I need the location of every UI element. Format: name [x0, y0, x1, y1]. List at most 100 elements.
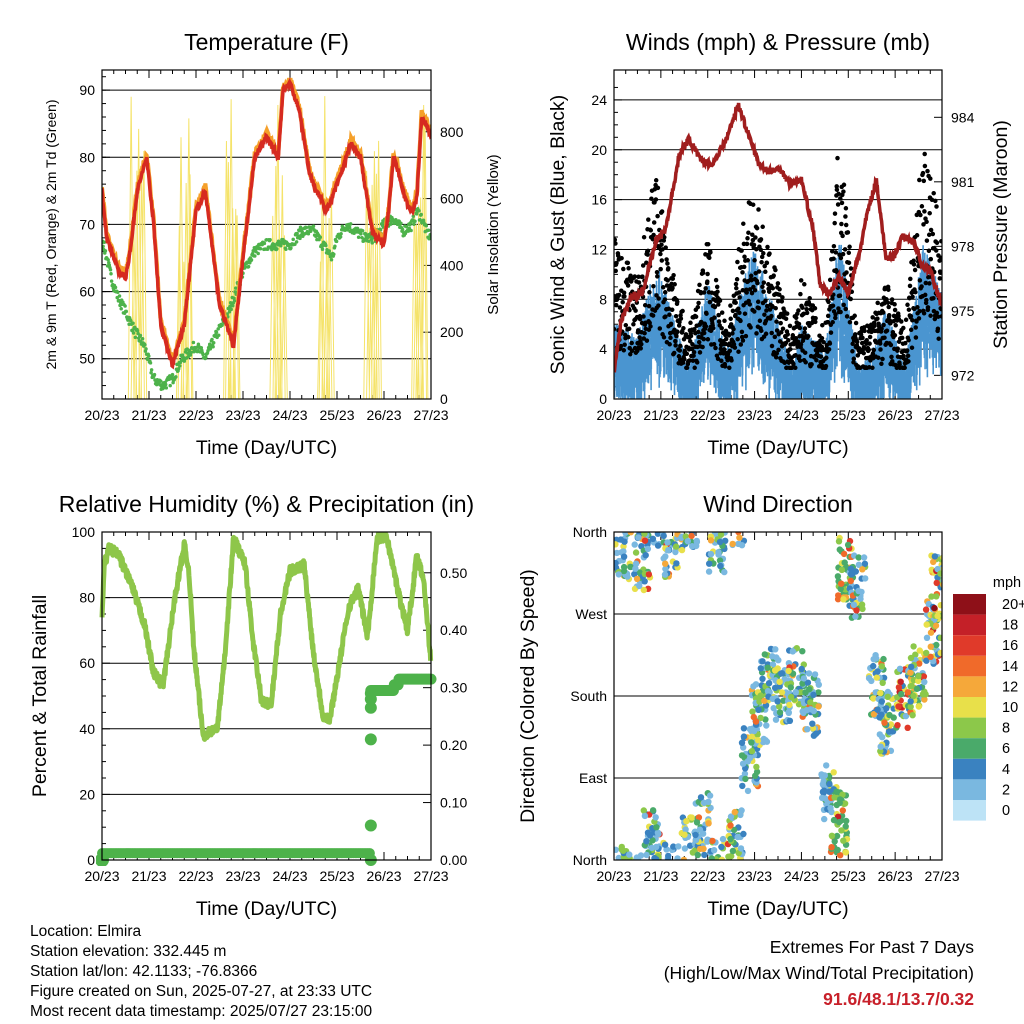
legend-swatch: [953, 800, 986, 821]
direction-point: [815, 681, 822, 688]
direction-point: [833, 832, 841, 840]
direction-point: [756, 698, 763, 705]
direction-point: [692, 831, 699, 839]
direction-point: [907, 698, 914, 705]
direction-point: [940, 554, 942, 561]
temperature-plot-area: [102, 76, 431, 399]
direction-point: [840, 550, 848, 558]
direction-point: [776, 678, 783, 685]
legend-swatch: [953, 594, 986, 615]
direction-point: [722, 537, 729, 544]
x-tick-label: 20/23: [84, 407, 119, 423]
direction-point: [708, 855, 715, 860]
y-tick-label: 50: [79, 351, 95, 367]
direction-point: [620, 553, 628, 560]
direction-point: [730, 826, 738, 834]
wind-direction-plot-area: [614, 532, 950, 860]
direction-point: [662, 565, 669, 573]
direction-point: [621, 538, 628, 545]
direction-point: [665, 546, 672, 554]
x-axis-label: Time (Day/UTC): [707, 437, 848, 459]
y-tick-label: 60: [79, 655, 95, 671]
direction-point: [877, 743, 884, 750]
legend-swatch: [953, 697, 986, 718]
precipitation-point: [364, 701, 377, 714]
direction-point: [717, 532, 725, 538]
direction-point: [694, 851, 701, 859]
direction-point: [649, 807, 657, 814]
legend-swatch: [953, 614, 986, 636]
direction-point: [738, 542, 746, 549]
direction-point: [937, 649, 942, 657]
direction-point: [776, 683, 783, 690]
x-tick-label: 26/23: [878, 407, 913, 423]
direction-point: [660, 532, 667, 540]
direction-point: [718, 856, 726, 860]
direction-point: [654, 532, 662, 537]
direction-point: [776, 709, 784, 716]
direction-point: [672, 543, 680, 550]
x-tick-label: 24/23: [784, 868, 819, 884]
direction-point: [944, 575, 950, 581]
direction-point: [830, 769, 837, 776]
temperature-chart: Temperature (F) 20/23 21/23 22/23 23/23 24/23…: [43, 29, 502, 459]
x-tick-label: 20/23: [596, 407, 631, 423]
x-tick-label: 24/23: [272, 407, 307, 423]
direction-point: [809, 720, 816, 727]
direction-point: [849, 570, 856, 577]
direction-point: [660, 555, 667, 562]
direction-point: [834, 846, 841, 854]
direction-point: [841, 559, 848, 566]
direction-point: [682, 826, 689, 833]
direction-point: [921, 678, 928, 686]
direction-point: [772, 646, 779, 653]
direction-point: [884, 688, 892, 696]
direction-point: [631, 571, 638, 578]
direction-point: [826, 788, 833, 795]
direction-point: [883, 705, 890, 712]
direction-point: [937, 570, 942, 577]
direction-point: [739, 760, 747, 767]
y-axis-label: Sonic Wind & Gust (Blue, Black): [547, 95, 569, 375]
legend-swatch: [953, 635, 986, 656]
direction-point: [833, 788, 840, 795]
direction-point: [820, 787, 828, 794]
direction-point: [618, 843, 625, 851]
direction-point: [757, 665, 764, 672]
direction-point: [880, 674, 888, 681]
y2-tick-label: 600: [440, 191, 464, 207]
direction-point: [895, 684, 903, 691]
legend-title: mph: [993, 575, 1021, 591]
y-tick-label: West: [575, 606, 607, 622]
direction-point: [828, 832, 836, 839]
y2-axis-label: Solar Insolation (Yellow): [485, 154, 502, 314]
y-tick-label: 100: [72, 524, 96, 540]
direction-point: [614, 541, 619, 548]
y-tick-label: 0: [599, 391, 607, 407]
x-tick-label: 25/23: [831, 407, 866, 423]
direction-point: [943, 602, 949, 608]
direction-point: [878, 711, 885, 718]
x-tick-label: 21/23: [643, 868, 678, 884]
direction-point: [904, 724, 911, 731]
x-tick-label: 26/23: [878, 868, 913, 884]
y-tick-label: 4: [599, 341, 607, 357]
y2-tick-label: 0.00: [440, 852, 467, 868]
direction-point: [640, 586, 647, 594]
direction-point: [930, 558, 937, 566]
direction-point: [815, 703, 822, 710]
direction-point: [662, 560, 669, 567]
direction-point: [868, 677, 875, 685]
direction-point: [877, 689, 884, 697]
direction-point: [916, 660, 923, 667]
direction-point: [649, 535, 657, 542]
direction-point: [707, 537, 715, 544]
direction-point: [775, 657, 782, 664]
direction-point: [695, 814, 703, 821]
direction-point: [876, 731, 883, 738]
direction-point: [701, 851, 708, 859]
y2-tick-label: 400: [440, 257, 464, 273]
station-info: Location: Elmira Station elevation: 332.…: [30, 922, 372, 1022]
direction-point: [753, 763, 760, 771]
direction-point: [807, 699, 814, 706]
